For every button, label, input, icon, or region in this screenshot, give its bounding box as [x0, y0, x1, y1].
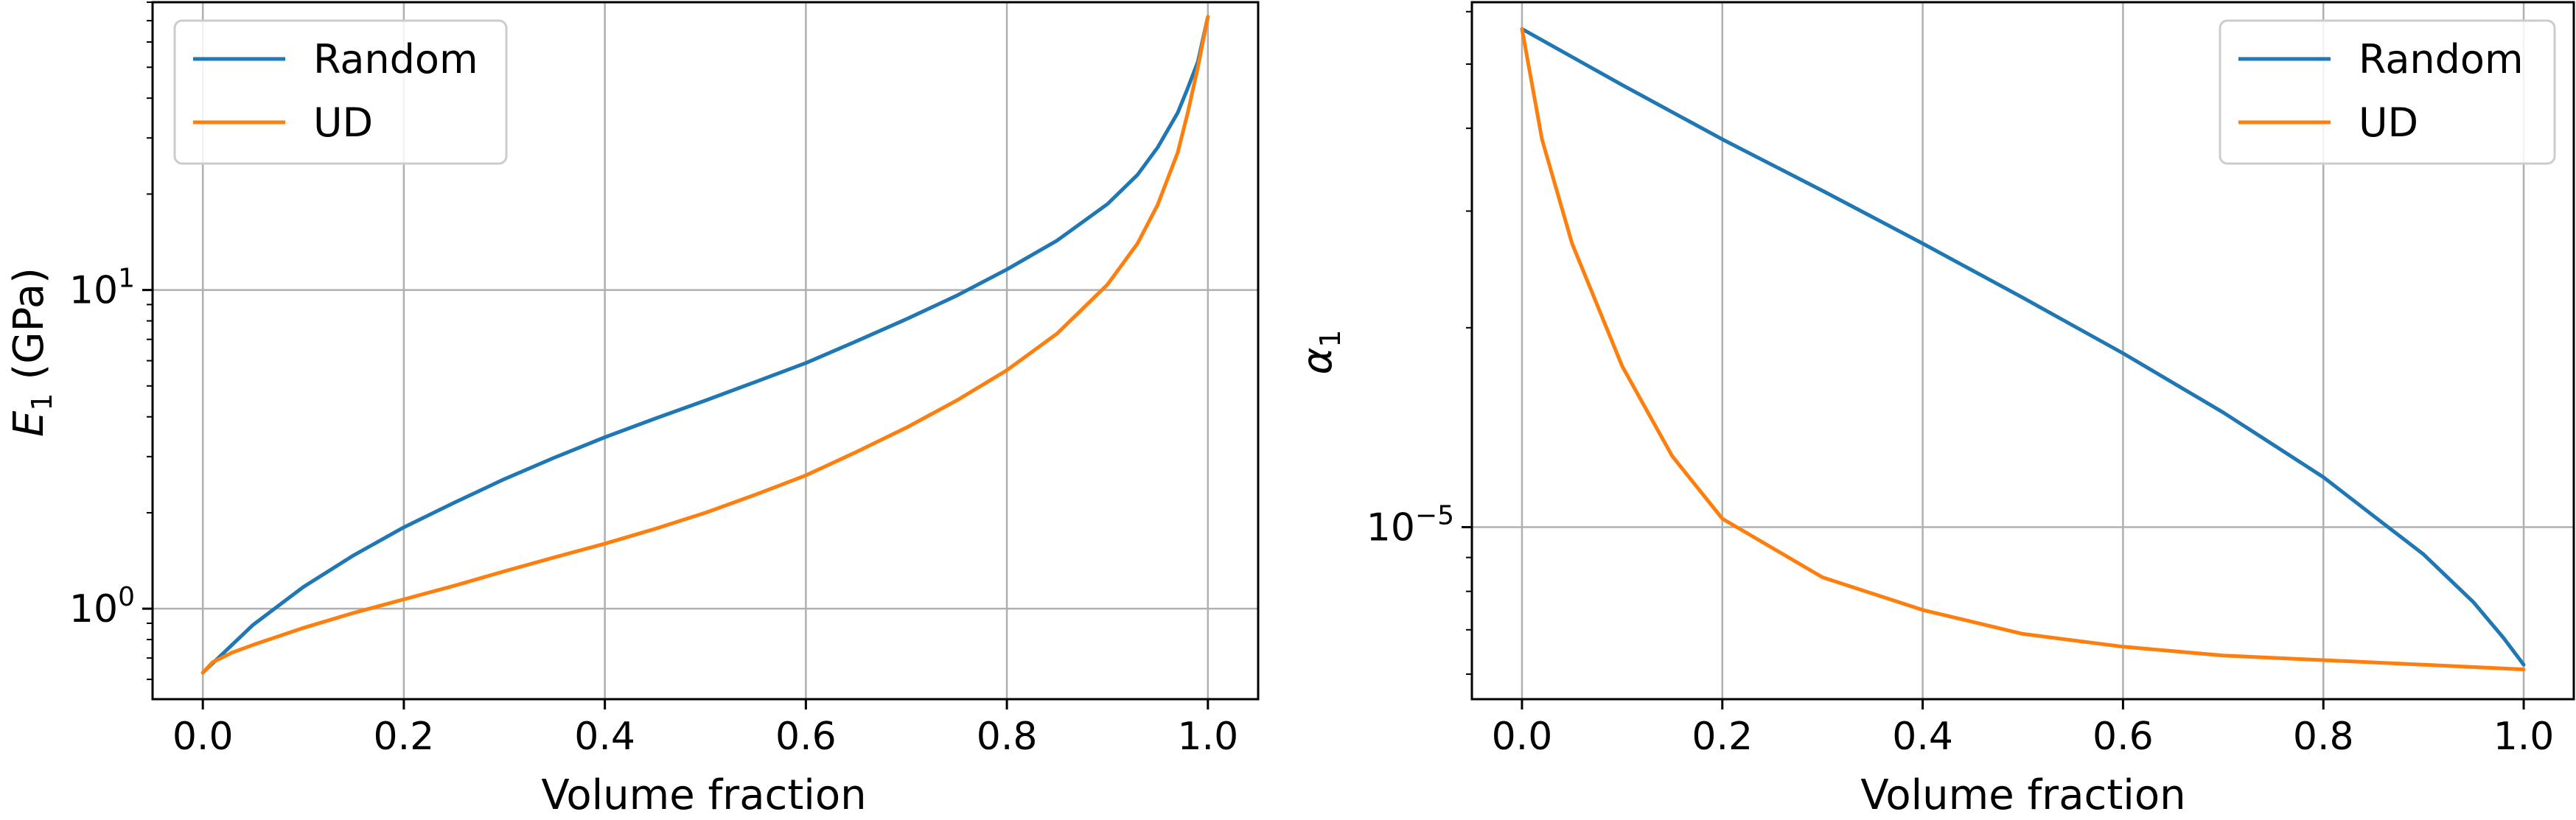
x-tick-label: 0.2	[1692, 715, 1753, 759]
y-axis-label-subscript: 1	[26, 393, 58, 410]
x-tick-label: 0.0	[172, 715, 234, 759]
series-line-random	[1520, 27, 2526, 667]
x-tick-label: 0.6	[775, 715, 837, 759]
x-tick-label: 1.0	[1177, 715, 1238, 759]
grid	[1472, 2, 2574, 699]
legend: Random UD	[2219, 19, 2556, 165]
y-tick-label: 101	[69, 264, 135, 313]
x-tick-label: 0.6	[2092, 715, 2154, 759]
series-layer	[200, 15, 1210, 675]
x-axis-label: Volume fraction	[541, 771, 866, 819]
series-line-ud	[200, 15, 1210, 675]
y-tick-label: 100	[69, 582, 135, 631]
legend-frame	[173, 19, 508, 165]
x-tick-label: 0.2	[374, 715, 435, 759]
y-axis-label-subscript: 1	[1314, 329, 1347, 347]
legend-label-random: Random	[313, 36, 478, 83]
x-tick-label: 0.8	[2293, 715, 2354, 759]
series-line-ud	[1520, 27, 2526, 672]
x-tick-label: 1.0	[2493, 715, 2555, 759]
axis-ticks: 0.0 0.2 0.4 0.6 0.8 1.0 100 101	[69, 1, 1238, 759]
x-tick-label: 0.0	[1492, 715, 1553, 759]
series-layer	[1520, 27, 2526, 672]
x-axis-label: Volume fraction	[1860, 771, 2185, 819]
chart-panel-modulus: 0.0 0.2 0.4 0.6 0.8 1.0 100 101 Volume fraction…	[5, 1, 1260, 819]
y-axis-label: E1 (GPa)	[5, 267, 58, 437]
legend-label-ud: UD	[313, 99, 373, 146]
plot-frame	[151, 1, 1260, 701]
series-line-random	[200, 15, 1210, 675]
x-tick-label: 0.8	[977, 715, 1038, 759]
legend: Random UD	[173, 19, 508, 165]
y-axis-label-symbol: E	[5, 410, 53, 437]
y-axis-label: α1	[1294, 329, 1347, 374]
y-axis-label-symbol: α	[1294, 348, 1341, 375]
axis-ticks: 0.0 0.2 0.4 0.6 0.8 1.0 10−5	[1366, 10, 2555, 759]
y-axis-label-unit: (GPa)	[5, 267, 53, 393]
x-tick-label: 0.4	[1892, 715, 1953, 759]
plot-frame	[1470, 1, 2575, 701]
y-tick-label: 10−5	[1366, 501, 1454, 550]
legend-label-ud: UD	[2359, 99, 2418, 146]
legend-frame	[2219, 19, 2556, 165]
legend-label-random: Random	[2359, 36, 2524, 83]
chart-panel-expansion: 0.0 0.2 0.4 0.6 0.8 1.0 10−5 Volume fraction α…	[1294, 1, 2575, 819]
x-tick-label: 0.4	[574, 715, 635, 759]
